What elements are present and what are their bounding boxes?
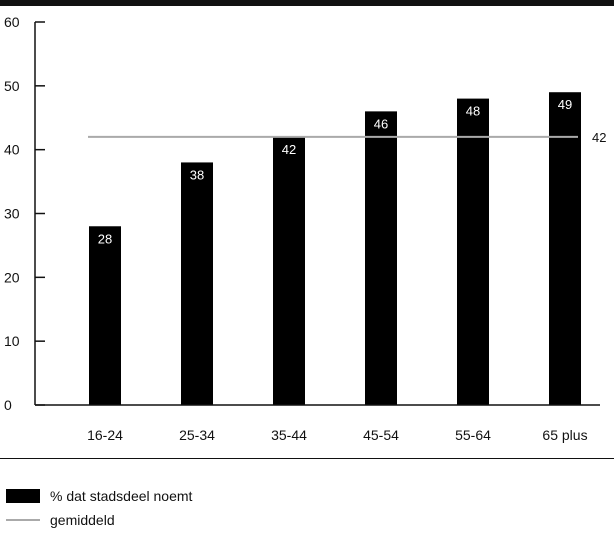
y-axis: 0 10 20 30 40 50 60 — [4, 14, 45, 413]
legend-item-bars: % dat stadsdeel noemt — [6, 484, 192, 508]
x-tick-label: 55-64 — [455, 427, 491, 443]
bar — [273, 137, 305, 405]
average-line-group: 42 — [88, 130, 606, 145]
legend-item-average: gemiddeld — [6, 508, 192, 532]
average-line-label: 42 — [592, 130, 606, 145]
x-axis: 16-24 25-34 35-44 45-54 55-64 65 plus — [35, 405, 600, 443]
bar-value-label: 38 — [190, 167, 204, 182]
y-tick-label: 50 — [4, 78, 20, 94]
legend-label-bars: % dat stadsdeel noemt — [50, 488, 192, 504]
y-tick-label: 0 — [4, 397, 12, 413]
x-tick-label: 25-34 — [179, 427, 215, 443]
bar-value-label: 46 — [374, 116, 388, 131]
x-tick-label: 35-44 — [271, 427, 307, 443]
bar-value-label: 42 — [282, 142, 296, 157]
legend-bar-swatch — [6, 489, 40, 503]
bars: 28 38 42 46 48 49 — [89, 92, 581, 405]
bar-value-label: 49 — [558, 97, 572, 112]
bar-value-label: 28 — [98, 231, 112, 246]
legend-separator — [0, 458, 614, 459]
bar — [457, 99, 489, 405]
legend: % dat stadsdeel noemt gemiddeld — [6, 484, 192, 532]
bar-chart: 0 10 20 30 40 50 60 28 38 42 46 48 49 42 16-24 25-34… — [0, 0, 614, 450]
legend-line-swatch — [6, 519, 40, 521]
bar — [549, 92, 581, 405]
x-tick-label: 45-54 — [363, 427, 399, 443]
x-tick-label: 65 plus — [542, 427, 587, 443]
bar — [365, 111, 397, 405]
legend-label-average: gemiddeld — [50, 512, 115, 528]
y-tick-label: 40 — [4, 142, 20, 158]
bar — [89, 226, 121, 405]
x-tick-label: 16-24 — [87, 427, 123, 443]
bar — [181, 162, 213, 405]
bar-value-label: 48 — [466, 104, 480, 119]
y-tick-label: 20 — [4, 269, 20, 285]
y-tick-label: 30 — [4, 206, 20, 222]
y-tick-label: 60 — [4, 14, 20, 30]
y-tick-label: 10 — [4, 333, 20, 349]
